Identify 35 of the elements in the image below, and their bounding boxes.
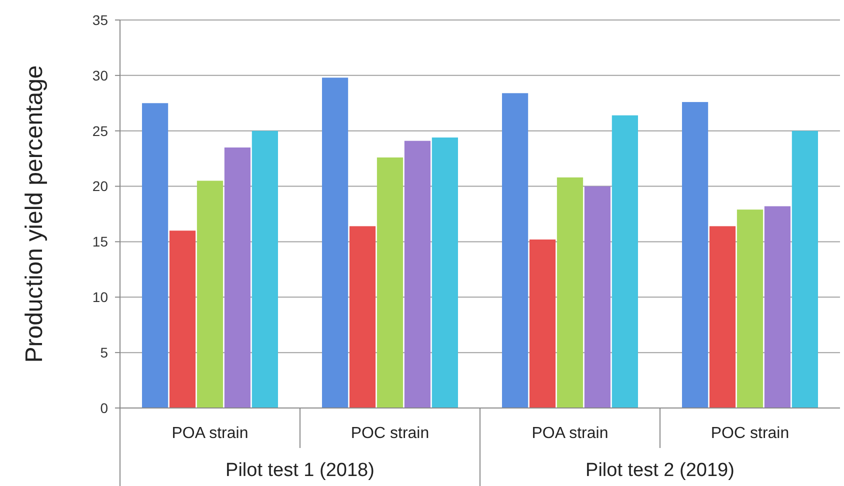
y-tick-label: 25 [92, 122, 108, 139]
bar [376, 157, 404, 408]
bar [792, 130, 818, 408]
bar [682, 102, 708, 408]
bar [224, 147, 251, 408]
x-tick-label: POA strain [532, 425, 608, 442]
bar [196, 180, 224, 408]
bar [252, 130, 278, 408]
text: Pilot test 2 (2019) [586, 460, 734, 481]
y-axis-title: Production yield percentage [21, 65, 48, 363]
x-tick-label: POC strain [350, 425, 430, 442]
y-tick-label: 15 [92, 234, 108, 250]
text: Pilot test 1 (2018) [226, 460, 374, 481]
bar [349, 226, 376, 408]
y-tick-label: 30 [92, 67, 108, 84]
y-tick-label: 10 [92, 289, 108, 306]
x-tick-label: POC strain [710, 425, 790, 442]
bar [764, 206, 791, 408]
bar [502, 93, 528, 408]
x-tick-label: POA strain [172, 425, 248, 442]
y-tick-label: 0 [100, 400, 108, 416]
bar [584, 186, 611, 408]
bar [612, 115, 638, 408]
y-tick-label: 35 [92, 12, 108, 28]
bar [142, 103, 168, 408]
y-tick-label: 5 [100, 344, 108, 360]
bar [169, 230, 196, 408]
bar [709, 226, 736, 408]
bar [529, 239, 556, 408]
bar [556, 177, 584, 408]
y-tick-label: 20 [92, 178, 108, 194]
bar [404, 140, 431, 408]
bar [432, 138, 458, 408]
bar [736, 210, 764, 408]
bar [322, 78, 348, 408]
